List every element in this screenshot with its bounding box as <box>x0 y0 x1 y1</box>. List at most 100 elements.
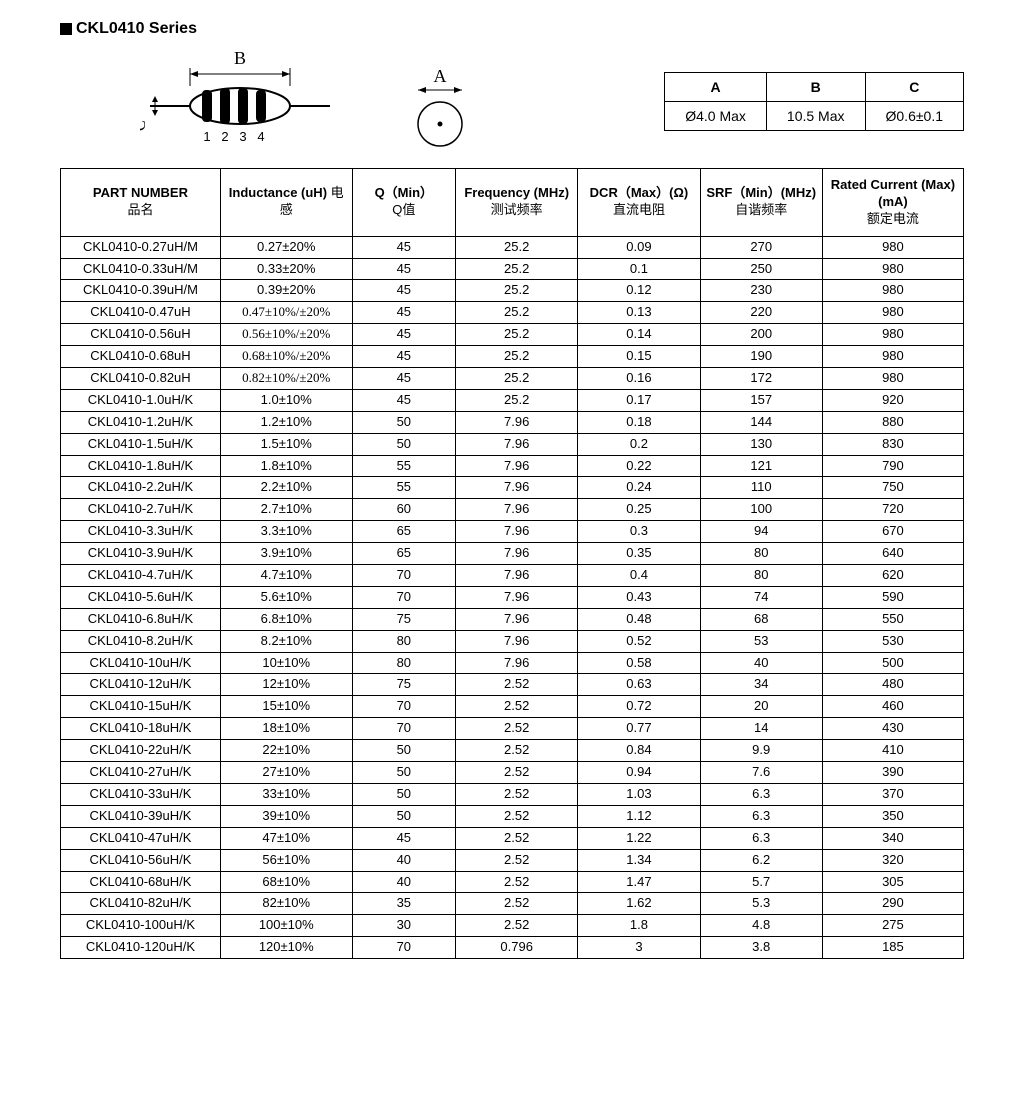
cell-q: 70 <box>352 718 455 740</box>
cell-freq: 25.2 <box>456 258 578 280</box>
cell-part: CKL0410-22uH/K <box>61 740 221 762</box>
cell-cur: 720 <box>822 499 963 521</box>
table-row: CKL0410-33uH/K33±10%502.521.036.3370 <box>61 783 964 805</box>
cell-cur: 390 <box>822 762 963 784</box>
cell-srf: 5.7 <box>700 871 822 893</box>
cell-dcr: 0.18 <box>578 411 700 433</box>
cell-dcr: 0.14 <box>578 324 700 346</box>
cell-cur: 620 <box>822 565 963 587</box>
cell-q: 45 <box>352 346 455 368</box>
cell-srf: 68 <box>700 608 822 630</box>
cell-cur: 830 <box>822 433 963 455</box>
dim-header-a: A <box>665 72 767 101</box>
cell-cur: 750 <box>822 477 963 499</box>
cell-srf: 250 <box>700 258 822 280</box>
cell-part: CKL0410-1.5uH/K <box>61 433 221 455</box>
table-row: CKL0410-27uH/K27±10%502.520.947.6390 <box>61 762 964 784</box>
table-row: CKL0410-3.3uH/K3.3±10%657.960.394670 <box>61 521 964 543</box>
cell-dcr: 0.2 <box>578 433 700 455</box>
cell-ind: 6.8±10% <box>220 608 352 630</box>
cell-dcr: 3 <box>578 937 700 959</box>
cell-dcr: 0.72 <box>578 696 700 718</box>
cell-cur: 340 <box>822 827 963 849</box>
cell-cur: 275 <box>822 915 963 937</box>
table-row: CKL0410-82uH/K82±10%352.521.625.3290 <box>61 893 964 915</box>
cell-part: CKL0410-0.56uH <box>61 324 221 346</box>
cell-freq: 7.96 <box>456 433 578 455</box>
cell-srf: 100 <box>700 499 822 521</box>
table-row: CKL0410-100uH/K100±10%302.521.84.8275 <box>61 915 964 937</box>
cell-ind: 10±10% <box>220 652 352 674</box>
cell-q: 45 <box>352 827 455 849</box>
cell-q: 75 <box>352 608 455 630</box>
cell-dcr: 0.24 <box>578 477 700 499</box>
cell-srf: 80 <box>700 543 822 565</box>
cell-freq: 25.2 <box>456 280 578 302</box>
cell-freq: 7.96 <box>456 521 578 543</box>
cell-cur: 920 <box>822 389 963 411</box>
cell-dcr: 1.22 <box>578 827 700 849</box>
cell-ind: 3.3±10% <box>220 521 352 543</box>
header-srf: SRF（Min）(MHz)自谐频率 <box>700 169 822 237</box>
cell-srf: 34 <box>700 674 822 696</box>
cell-srf: 80 <box>700 565 822 587</box>
cell-srf: 40 <box>700 652 822 674</box>
cell-q: 40 <box>352 871 455 893</box>
table-row: CKL0410-15uH/K15±10%702.520.7220460 <box>61 696 964 718</box>
cell-part: CKL0410-120uH/K <box>61 937 221 959</box>
cell-srf: 9.9 <box>700 740 822 762</box>
cell-dcr: 0.58 <box>578 652 700 674</box>
table-row: CKL0410-6.8uH/K6.8±10%757.960.4868550 <box>61 608 964 630</box>
cell-ind: 27±10% <box>220 762 352 784</box>
table-row: CKL0410-10uH/K10±10%807.960.5840500 <box>61 652 964 674</box>
cell-freq: 7.96 <box>456 630 578 652</box>
cell-cur: 590 <box>822 586 963 608</box>
cell-ind: 4.7±10% <box>220 565 352 587</box>
cell-dcr: 0.63 <box>578 674 700 696</box>
cell-freq: 25.2 <box>456 368 578 390</box>
cell-freq: 2.52 <box>456 849 578 871</box>
cell-q: 30 <box>352 915 455 937</box>
cell-q: 55 <box>352 455 455 477</box>
cell-ind: 82±10% <box>220 893 352 915</box>
cell-q: 50 <box>352 433 455 455</box>
cell-ind: 39±10% <box>220 805 352 827</box>
cell-part: CKL0410-68uH/K <box>61 871 221 893</box>
cell-srf: 14 <box>700 718 822 740</box>
header-frequency: Frequency (MHz)测试频率 <box>456 169 578 237</box>
cell-dcr: 0.94 <box>578 762 700 784</box>
cell-dcr: 1.62 <box>578 893 700 915</box>
cell-cur: 980 <box>822 302 963 324</box>
cell-ind: 1.8±10% <box>220 455 352 477</box>
cell-freq: 2.52 <box>456 893 578 915</box>
cell-freq: 7.96 <box>456 477 578 499</box>
table-row: CKL0410-3.9uH/K3.9±10%657.960.3580640 <box>61 543 964 565</box>
series-title-text: CKL0410 Series <box>76 20 197 37</box>
table-row: CKL0410-22uH/K22±10%502.520.849.9410 <box>61 740 964 762</box>
inductor-side-diagram: B 1 2 3 4 C <box>140 46 340 156</box>
cell-part: CKL0410-3.9uH/K <box>61 543 221 565</box>
cell-freq: 7.96 <box>456 411 578 433</box>
cell-freq: 2.52 <box>456 805 578 827</box>
dim-header-row: A B C <box>665 72 964 101</box>
cell-cur: 430 <box>822 718 963 740</box>
cell-dcr: 1.34 <box>578 849 700 871</box>
cell-ind: 68±10% <box>220 871 352 893</box>
table-row: CKL0410-0.39uH/M0.39±20%4525.20.12230980 <box>61 280 964 302</box>
table-row: CKL0410-1.0uH/K1.0±10%4525.20.17157920 <box>61 389 964 411</box>
svg-text:3: 3 <box>239 129 246 144</box>
cell-freq: 7.96 <box>456 608 578 630</box>
cell-cur: 320 <box>822 849 963 871</box>
cell-part: CKL0410-6.8uH/K <box>61 608 221 630</box>
cell-cur: 670 <box>822 521 963 543</box>
cell-q: 45 <box>352 258 455 280</box>
cell-cur: 290 <box>822 893 963 915</box>
cell-q: 70 <box>352 586 455 608</box>
cell-srf: 4.8 <box>700 915 822 937</box>
cell-freq: 25.2 <box>456 324 578 346</box>
cell-ind: 0.47±10%/±20% <box>220 302 352 324</box>
cell-cur: 980 <box>822 280 963 302</box>
dim-value-b: 10.5 Max <box>766 101 865 130</box>
table-row: CKL0410-0.68uH0.68±10%/±20%4525.20.15190… <box>61 346 964 368</box>
cell-freq: 7.96 <box>456 652 578 674</box>
